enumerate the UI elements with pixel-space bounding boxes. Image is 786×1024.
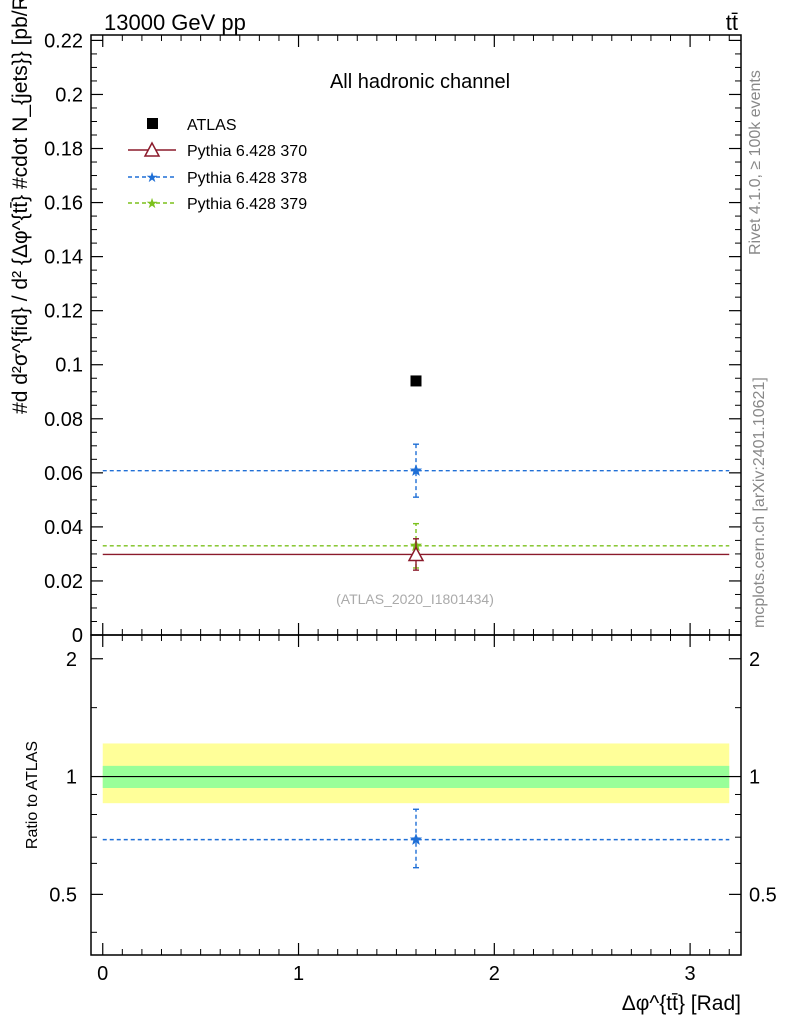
main-y-tick-label: 0.08 [44, 409, 83, 431]
legend-label-378: Pythia 6.428 378 [187, 170, 307, 187]
main-y-tick-label: 0.04 [44, 517, 83, 539]
main-y-tick-label: 0.16 [44, 193, 83, 215]
main-y-ticks: 0 0.02 0.04 0.06 0.08 0.1 0.12 0.14 0.16 0.18 0.2 0… [44, 30, 741, 647]
main-series-0-point [410, 375, 422, 387]
x-tick-label: 2 [489, 963, 500, 985]
legend-marker-379: ★ [146, 195, 159, 211]
legend: ATLAS Pythia 6.428 370 ★ Pythia 6.428 37… [128, 117, 307, 213]
ratio-y-tick-label-right: 1 [749, 767, 760, 789]
main-series-1-point [407, 545, 425, 562]
x-axis-label: Δφ^{tt̄} [Rad] [622, 992, 741, 1015]
main-y-tick-label: 0.06 [44, 463, 83, 485]
main-data-layer [102, 375, 730, 571]
ratio-data-layer [102, 743, 730, 869]
x-tick-label: 0 [97, 963, 108, 985]
main-y-tick-label: 0.22 [44, 30, 83, 52]
main-y-tick-label: 0.12 [44, 301, 83, 323]
main-y-tick-label: 0.2 [55, 84, 83, 106]
ratio-y-tick-label: 2 [66, 649, 77, 671]
ratio-series-0-point [409, 833, 423, 845]
analysis-watermark: (ATLAS_2020_I1801434) [336, 591, 494, 607]
main-plot-panel: 0 0.02 0.04 0.06 0.08 0.1 0.12 0.14 0.16 0.18 0.2 0… [9, 0, 742, 647]
ratio-y-tick-label: 1 [66, 767, 77, 789]
legend-label-370: Pythia 6.428 370 [187, 143, 307, 160]
legend-marker-atlas [147, 118, 158, 129]
legend-label-atlas: ATLAS [187, 117, 237, 134]
main-y-tick-label: 0.1 [55, 355, 83, 377]
ratio-y-tick-label-right: 0.5 [749, 884, 777, 906]
x-tick-label: 3 [685, 963, 696, 985]
main-y-tick-label: 0.14 [44, 247, 83, 269]
ratio-y-axis-label: Ratio to ATLAS [24, 741, 41, 849]
legend-marker-370 [143, 141, 161, 157]
x-ticks: 0 1 2 3 [97, 35, 730, 985]
main-y-tick-label: 0.02 [44, 571, 83, 593]
legend-label-379: Pythia 6.428 379 [187, 196, 307, 213]
ratio-y-tick-label: 0.5 [49, 884, 77, 906]
ratio-y-ticks: 0.5 0.5 1 1 2 2 [49, 634, 777, 933]
legend-marker-378: ★ [146, 169, 159, 185]
header-process-label: tt̄ [726, 10, 738, 35]
channel-title: All hadronic channel [330, 71, 510, 93]
main-y-tick-label: 0.18 [44, 139, 83, 161]
main-y-tick-label: 0 [72, 625, 83, 647]
main-y-axis-label: #d d²σ^{fid} / d² {Δφ^{tt̄} #cdot N_{jet… [9, 0, 32, 414]
rivet-version-label: Rivet 4.1.0, ≥ 100k events [747, 70, 764, 255]
ratio-y-tick-label-right: 2 [749, 649, 760, 671]
x-tick-label: 1 [293, 963, 304, 985]
main-series-2-point [409, 464, 423, 476]
header-energy-label: 13000 GeV pp [104, 10, 246, 35]
ratio-plot-panel: 0.5 0.5 1 1 2 2 0 1 2 3 Ratio to ATLAS Δφ^{tt̄} … [24, 35, 777, 1015]
mcplots-label: mcplots.cern.ch [arXiv:2401.10621] [751, 377, 768, 628]
